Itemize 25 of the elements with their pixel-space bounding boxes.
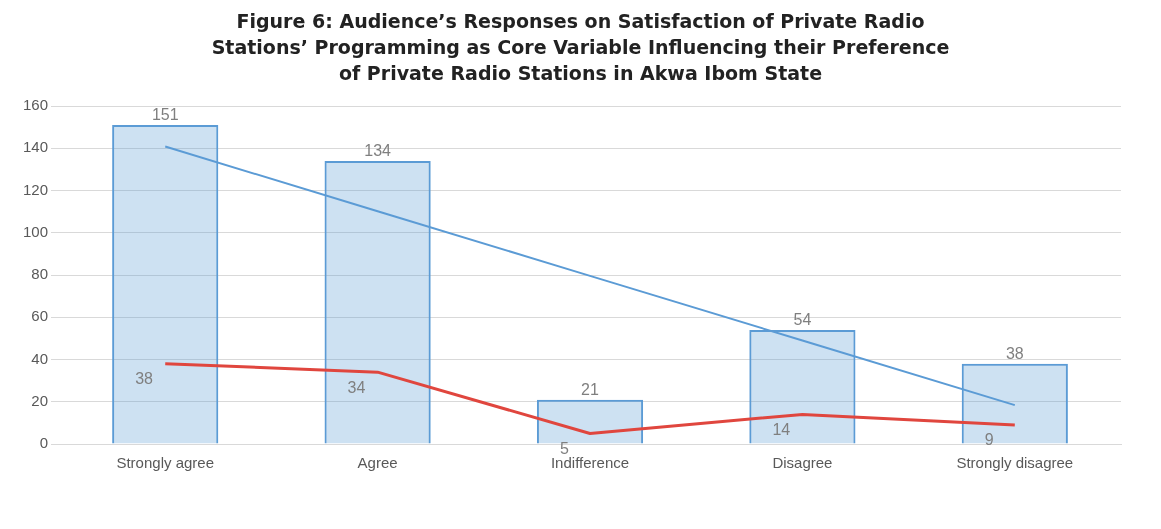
- y-tick-label: 160: [23, 96, 49, 114]
- data-label: 9: [984, 431, 994, 449]
- chart-title: Figure 6: Audience’s Responses on Satisfaction of Private Radio Stations’ Programming as Core Variable Influencing their Preference of Private Radio Stations in Akwa Ibom State: [210, 9, 951, 86]
- data-label: 38: [135, 370, 154, 388]
- data-label: 21: [581, 381, 600, 399]
- data-label: 5: [560, 439, 570, 457]
- y-tick-label: 60: [31, 307, 49, 325]
- y-tick-label: 20: [31, 391, 49, 409]
- y-tick-label: 120: [23, 180, 49, 198]
- data-label: 54: [793, 311, 812, 329]
- y-tick-label: 40: [31, 349, 49, 367]
- y-tick-label: 0: [39, 434, 49, 452]
- x-tick-label: Disagree: [772, 454, 833, 472]
- data-label: 34: [347, 378, 366, 396]
- data-label: 134: [364, 142, 392, 160]
- data-label: 151: [151, 106, 179, 124]
- data-label: 38: [1005, 345, 1024, 363]
- data-label: 14: [772, 420, 791, 438]
- x-tick-label: Strongly disagree: [956, 454, 1074, 472]
- y-tick-label: 100: [23, 222, 49, 240]
- y-tick-label: 140: [23, 138, 49, 156]
- x-tick-label: Indifference: [550, 454, 630, 472]
- x-tick-label: Agree: [357, 454, 398, 472]
- y-tick-label: 80: [31, 265, 49, 283]
- x-tick-label: Strongly agree: [116, 454, 215, 472]
